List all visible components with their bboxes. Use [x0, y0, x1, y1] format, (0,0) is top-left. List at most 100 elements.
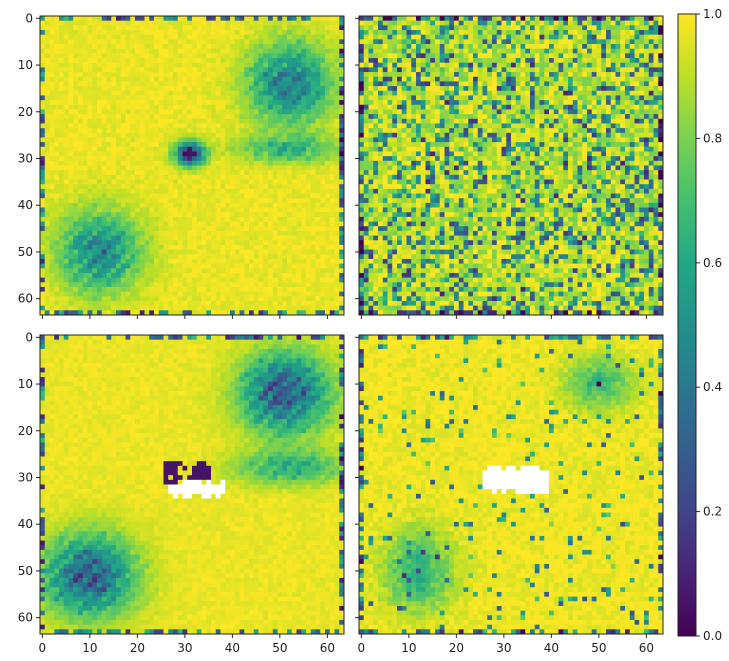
y-tick-label: 10	[18, 58, 33, 72]
heatmap-cell	[520, 44, 526, 50]
heatmap-cell	[234, 53, 240, 59]
heatmap-cell	[325, 165, 331, 171]
heatmap-cell	[239, 156, 245, 162]
heatmap-cell	[653, 72, 659, 78]
heatmap-cell	[239, 30, 245, 36]
heatmap-cell	[373, 76, 379, 82]
heatmap-cell	[549, 53, 555, 59]
heatmap-cell	[287, 86, 293, 92]
heatmap-cell	[291, 272, 297, 279]
heatmap-cell	[63, 179, 69, 185]
heatmap-cell	[310, 272, 316, 279]
heatmap-cell	[534, 58, 540, 64]
heatmap-cell	[425, 44, 431, 50]
heatmap-cell	[225, 207, 231, 213]
heatmap-cell	[272, 282, 278, 288]
heatmap-cell	[40, 53, 46, 59]
heatmap-cell	[144, 34, 150, 40]
heatmap-cell	[258, 263, 264, 269]
heatmap-cell	[334, 221, 340, 227]
heatmap-cell	[125, 86, 131, 92]
heatmap-cell	[87, 44, 93, 50]
heatmap-cell	[120, 114, 126, 120]
heatmap-cell	[310, 90, 316, 96]
heatmap-cell	[253, 104, 259, 110]
heatmap-cell	[63, 300, 69, 307]
heatmap-cell	[192, 240, 198, 246]
heatmap-cell	[315, 123, 321, 129]
heatmap-cell	[220, 254, 226, 260]
heatmap-cell	[473, 72, 479, 78]
heatmap-cell	[44, 104, 50, 110]
heatmap-cell	[644, 72, 650, 78]
heatmap-cell	[206, 100, 212, 106]
heatmap-cell	[211, 81, 217, 87]
heatmap-cell	[87, 244, 93, 250]
heatmap-cell	[201, 142, 207, 148]
heatmap-cell	[196, 230, 202, 236]
heatmap-cell	[44, 300, 50, 307]
heatmap-cell	[325, 20, 331, 26]
heatmap-cell	[263, 160, 269, 166]
heatmap-cell	[234, 305, 240, 311]
heatmap-cell	[211, 165, 217, 171]
heatmap-cell	[135, 244, 141, 250]
heatmap-cell	[177, 30, 183, 36]
heatmap-cell	[549, 76, 555, 82]
heatmap-cell	[320, 305, 326, 311]
heatmap-cell	[291, 30, 297, 36]
heatmap-cell	[220, 86, 226, 92]
heatmap-cell	[653, 16, 659, 22]
heatmap-cell	[44, 254, 50, 260]
heatmap-cell	[44, 90, 50, 96]
heatmap-cell	[368, 34, 374, 40]
heatmap-cell	[149, 249, 155, 255]
heatmap-cell	[139, 263, 145, 269]
heatmap-cell	[306, 207, 312, 213]
heatmap-cell	[320, 109, 326, 115]
heatmap-cell	[315, 305, 321, 311]
heatmap-cell	[125, 193, 131, 199]
heatmap-cell	[320, 137, 326, 143]
heatmap-cell	[582, 58, 588, 64]
heatmap-cell	[40, 151, 46, 157]
heatmap-cell	[315, 188, 321, 194]
heatmap-cell	[359, 20, 365, 26]
heatmap-cell	[315, 137, 321, 143]
heatmap-cell	[116, 34, 122, 40]
heatmap-cell	[106, 212, 112, 218]
heatmap-cell	[73, 137, 79, 143]
heatmap-cell	[406, 67, 412, 73]
heatmap-cell	[244, 244, 250, 250]
heatmap-cell	[225, 160, 231, 166]
heatmap-cell	[68, 174, 74, 180]
heatmap-cell	[215, 128, 221, 134]
heatmap-cell	[78, 193, 84, 199]
heatmap-cell	[149, 184, 155, 190]
heatmap-cell	[78, 62, 84, 68]
heatmap-cell	[87, 132, 93, 138]
heatmap-cell	[97, 170, 103, 176]
heatmap-cell	[168, 300, 174, 307]
heatmap-cell	[196, 202, 202, 208]
heatmap-cell	[249, 109, 255, 115]
heatmap-cell	[201, 53, 207, 59]
heatmap-cell	[296, 30, 302, 36]
heatmap-cell	[182, 258, 188, 265]
heatmap-cell	[249, 67, 255, 73]
heatmap-cell	[310, 282, 316, 288]
heatmap-cell	[63, 216, 69, 222]
heatmap-cell	[149, 305, 155, 311]
heatmap-cell	[215, 109, 221, 115]
heatmap-cell	[87, 39, 93, 45]
heatmap-cell	[192, 310, 198, 316]
heatmap-cell	[206, 272, 212, 279]
heatmap-cell	[59, 235, 65, 241]
heatmap-cell	[506, 48, 512, 54]
heatmap-cell	[296, 244, 302, 250]
heatmap-cell	[40, 146, 46, 152]
heatmap-cell	[158, 174, 164, 180]
heatmap-cell	[239, 188, 245, 194]
heatmap-cell	[144, 25, 150, 31]
heatmap-cell	[92, 86, 98, 92]
